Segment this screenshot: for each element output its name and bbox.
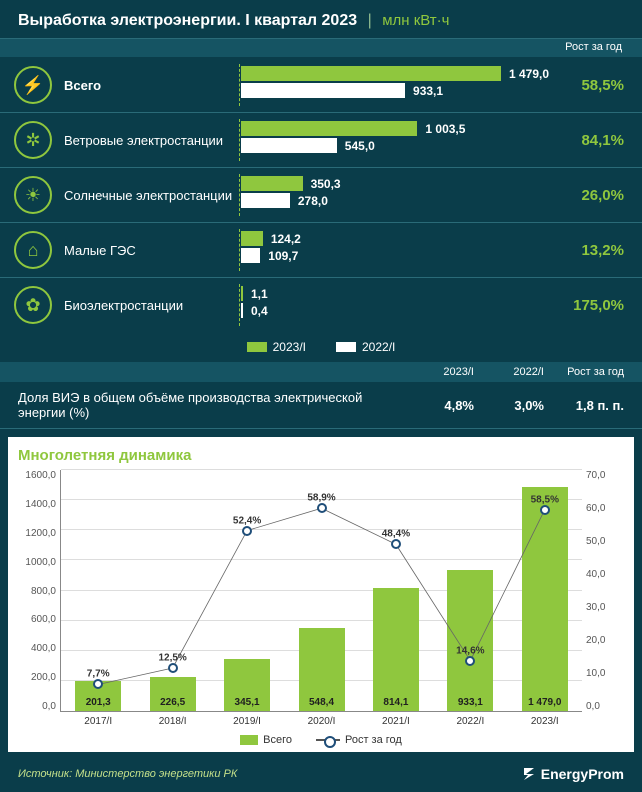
chart-title: Многолетняя динамика — [18, 447, 624, 464]
line-value-label: 14,6% — [456, 645, 484, 656]
bars-cell: 1 003,5 545,0 — [239, 119, 554, 161]
bars-cell: 350,3 278,0 — [239, 174, 554, 216]
bar-2022: 545,0 — [241, 138, 554, 153]
growth-value: 13,2% — [554, 242, 624, 259]
x-tick-label: 2022/I — [456, 716, 484, 727]
footer: Источник: Министерство энергетики РК Ene… — [0, 760, 642, 792]
line-marker — [317, 503, 327, 513]
title: Выработка электроэнергии. I квартал 2023 — [18, 12, 357, 29]
bar-2022: 109,7 — [241, 248, 554, 263]
growth-value: 26,0% — [554, 187, 624, 204]
value-2023: 124,2 — [271, 232, 301, 246]
value-2023: 1,1 — [251, 287, 268, 301]
chart-area: 0,0200,0400,0600,0800,01000,01200,01400,… — [18, 470, 624, 730]
y-axis-left: 0,0200,0400,0600,0800,01000,01200,01400,… — [18, 470, 60, 730]
share-2023: 4,8% — [404, 398, 474, 413]
category-label: Ветровые электростанции — [54, 133, 239, 148]
x-tick-label: 2021/I — [382, 716, 410, 727]
category-label: Малые ГЭС — [54, 243, 239, 258]
bar-2022: 933,1 — [241, 83, 554, 98]
category-label: Солнечные электростанции — [54, 188, 239, 203]
x-tick-label: 2023/I — [531, 716, 559, 727]
category-icon: ✲ — [14, 121, 52, 159]
category-icon: ☀ — [14, 176, 52, 214]
x-tick-label: 2019/I — [233, 716, 261, 727]
x-tick-label: 2020/I — [308, 716, 336, 727]
growth-value: 175,0% — [554, 297, 624, 314]
line-value-label: 58,5% — [531, 494, 559, 505]
bars-cell: 1 479,0 933,1 — [239, 64, 554, 106]
bar-row: ✿Биоэлектростанции1,10,4175,0% — [0, 278, 642, 332]
infographic-root: Выработка электроэнергии. I квартал 2023… — [0, 0, 642, 792]
bar-2023: 350,3 — [241, 176, 554, 191]
share-label: Доля ВИЭ в общем объёме производства эле… — [18, 390, 404, 420]
value-2022: 0,4 — [251, 304, 268, 318]
category-icon: ⚡ — [14, 66, 52, 104]
swatch-white — [336, 342, 356, 352]
chart-legend: Всего Рост за год — [18, 730, 624, 746]
bar-legend: 2023/I 2022/I — [0, 332, 642, 362]
bar-2023: 124,2 — [241, 231, 554, 246]
share-row: Доля ВИЭ в общем объёме производства эле… — [0, 382, 642, 429]
line-value-label: 12,5% — [158, 653, 186, 664]
value-2023: 1 003,5 — [425, 122, 465, 136]
category-icon: ✿ — [14, 286, 52, 324]
brand: EnergyProm — [521, 766, 624, 782]
value-2022: 933,1 — [413, 84, 443, 98]
line-marker — [168, 663, 178, 673]
growth-value: 84,1% — [554, 132, 624, 149]
category-label: Всего — [54, 78, 239, 93]
bars-cell: 1,10,4 — [239, 284, 554, 326]
brand-icon — [521, 766, 537, 782]
legend-bar: Всего — [240, 734, 292, 746]
x-tick-label: 2017/I — [84, 716, 112, 727]
bar-2023: 1,1 — [241, 286, 554, 301]
legend-prev: 2022/I — [336, 340, 395, 354]
value-2022: 278,0 — [298, 194, 328, 208]
value-2023: 1 479,0 — [509, 67, 549, 81]
growth-value: 58,5% — [554, 77, 624, 94]
value-2022: 545,0 — [345, 139, 375, 153]
line-value-label: 7,7% — [87, 669, 110, 680]
header: Выработка электроэнергии. I квартал 2023… — [0, 0, 642, 38]
unit: млн кВт·ч — [382, 12, 449, 29]
swatch-line — [316, 735, 340, 745]
swatch-bar — [240, 735, 258, 745]
category-label: Биоэлектростанции — [54, 298, 239, 313]
bar-row: ✲Ветровые электростанции 1 003,5 545,0 84,1… — [0, 113, 642, 168]
plot: 201,32017/I226,52018/I345,12019/I548,420… — [60, 470, 582, 712]
line-value-label: 52,4% — [233, 515, 261, 526]
legend-line: Рост за год — [316, 734, 402, 746]
bars-cell: 124,2 109,7 — [239, 229, 554, 271]
bar-2022: 0,4 — [241, 303, 554, 318]
share-2022: 3,0% — [474, 398, 544, 413]
line-value-label: 58,9% — [307, 493, 335, 504]
legend-current: 2023/I — [247, 340, 306, 354]
category-bars: ⚡Всего 1 479,0 933,1 58,5% ✲Ветровые электро… — [0, 58, 642, 332]
line-marker — [540, 505, 550, 515]
y-axis-right: 0,010,020,030,040,050,060,070,0 — [582, 470, 624, 730]
growth-column-header: Рост за год — [0, 38, 642, 58]
bar-2023: 1 003,5 — [241, 121, 554, 136]
share-growth: 1,8 п. п. — [544, 398, 624, 413]
line-value-label: 48,4% — [382, 529, 410, 540]
chart-panel: Многолетняя динамика 0,0200,0400,0600,08… — [8, 437, 634, 752]
line-marker — [242, 526, 252, 536]
bar-row: ☀Солнечные электростанции 350,3 278,0 26,0% — [0, 168, 642, 223]
source-text: Источник: Министерство энергетики РК — [18, 768, 237, 780]
share-header: 2023/I 2022/I Рост за год — [0, 362, 642, 382]
value-2022: 109,7 — [268, 249, 298, 263]
x-tick-label: 2018/I — [159, 716, 187, 727]
category-icon: ⌂ — [14, 231, 52, 269]
bar-2022: 278,0 — [241, 193, 554, 208]
bar-row: ⌂Малые ГЭС 124,2 109,7 13,2% — [0, 223, 642, 278]
value-2023: 350,3 — [311, 177, 341, 191]
bar-2023: 1 479,0 — [241, 66, 554, 81]
bar-row: ⚡Всего 1 479,0 933,1 58,5% — [0, 58, 642, 113]
swatch-green — [247, 342, 267, 352]
